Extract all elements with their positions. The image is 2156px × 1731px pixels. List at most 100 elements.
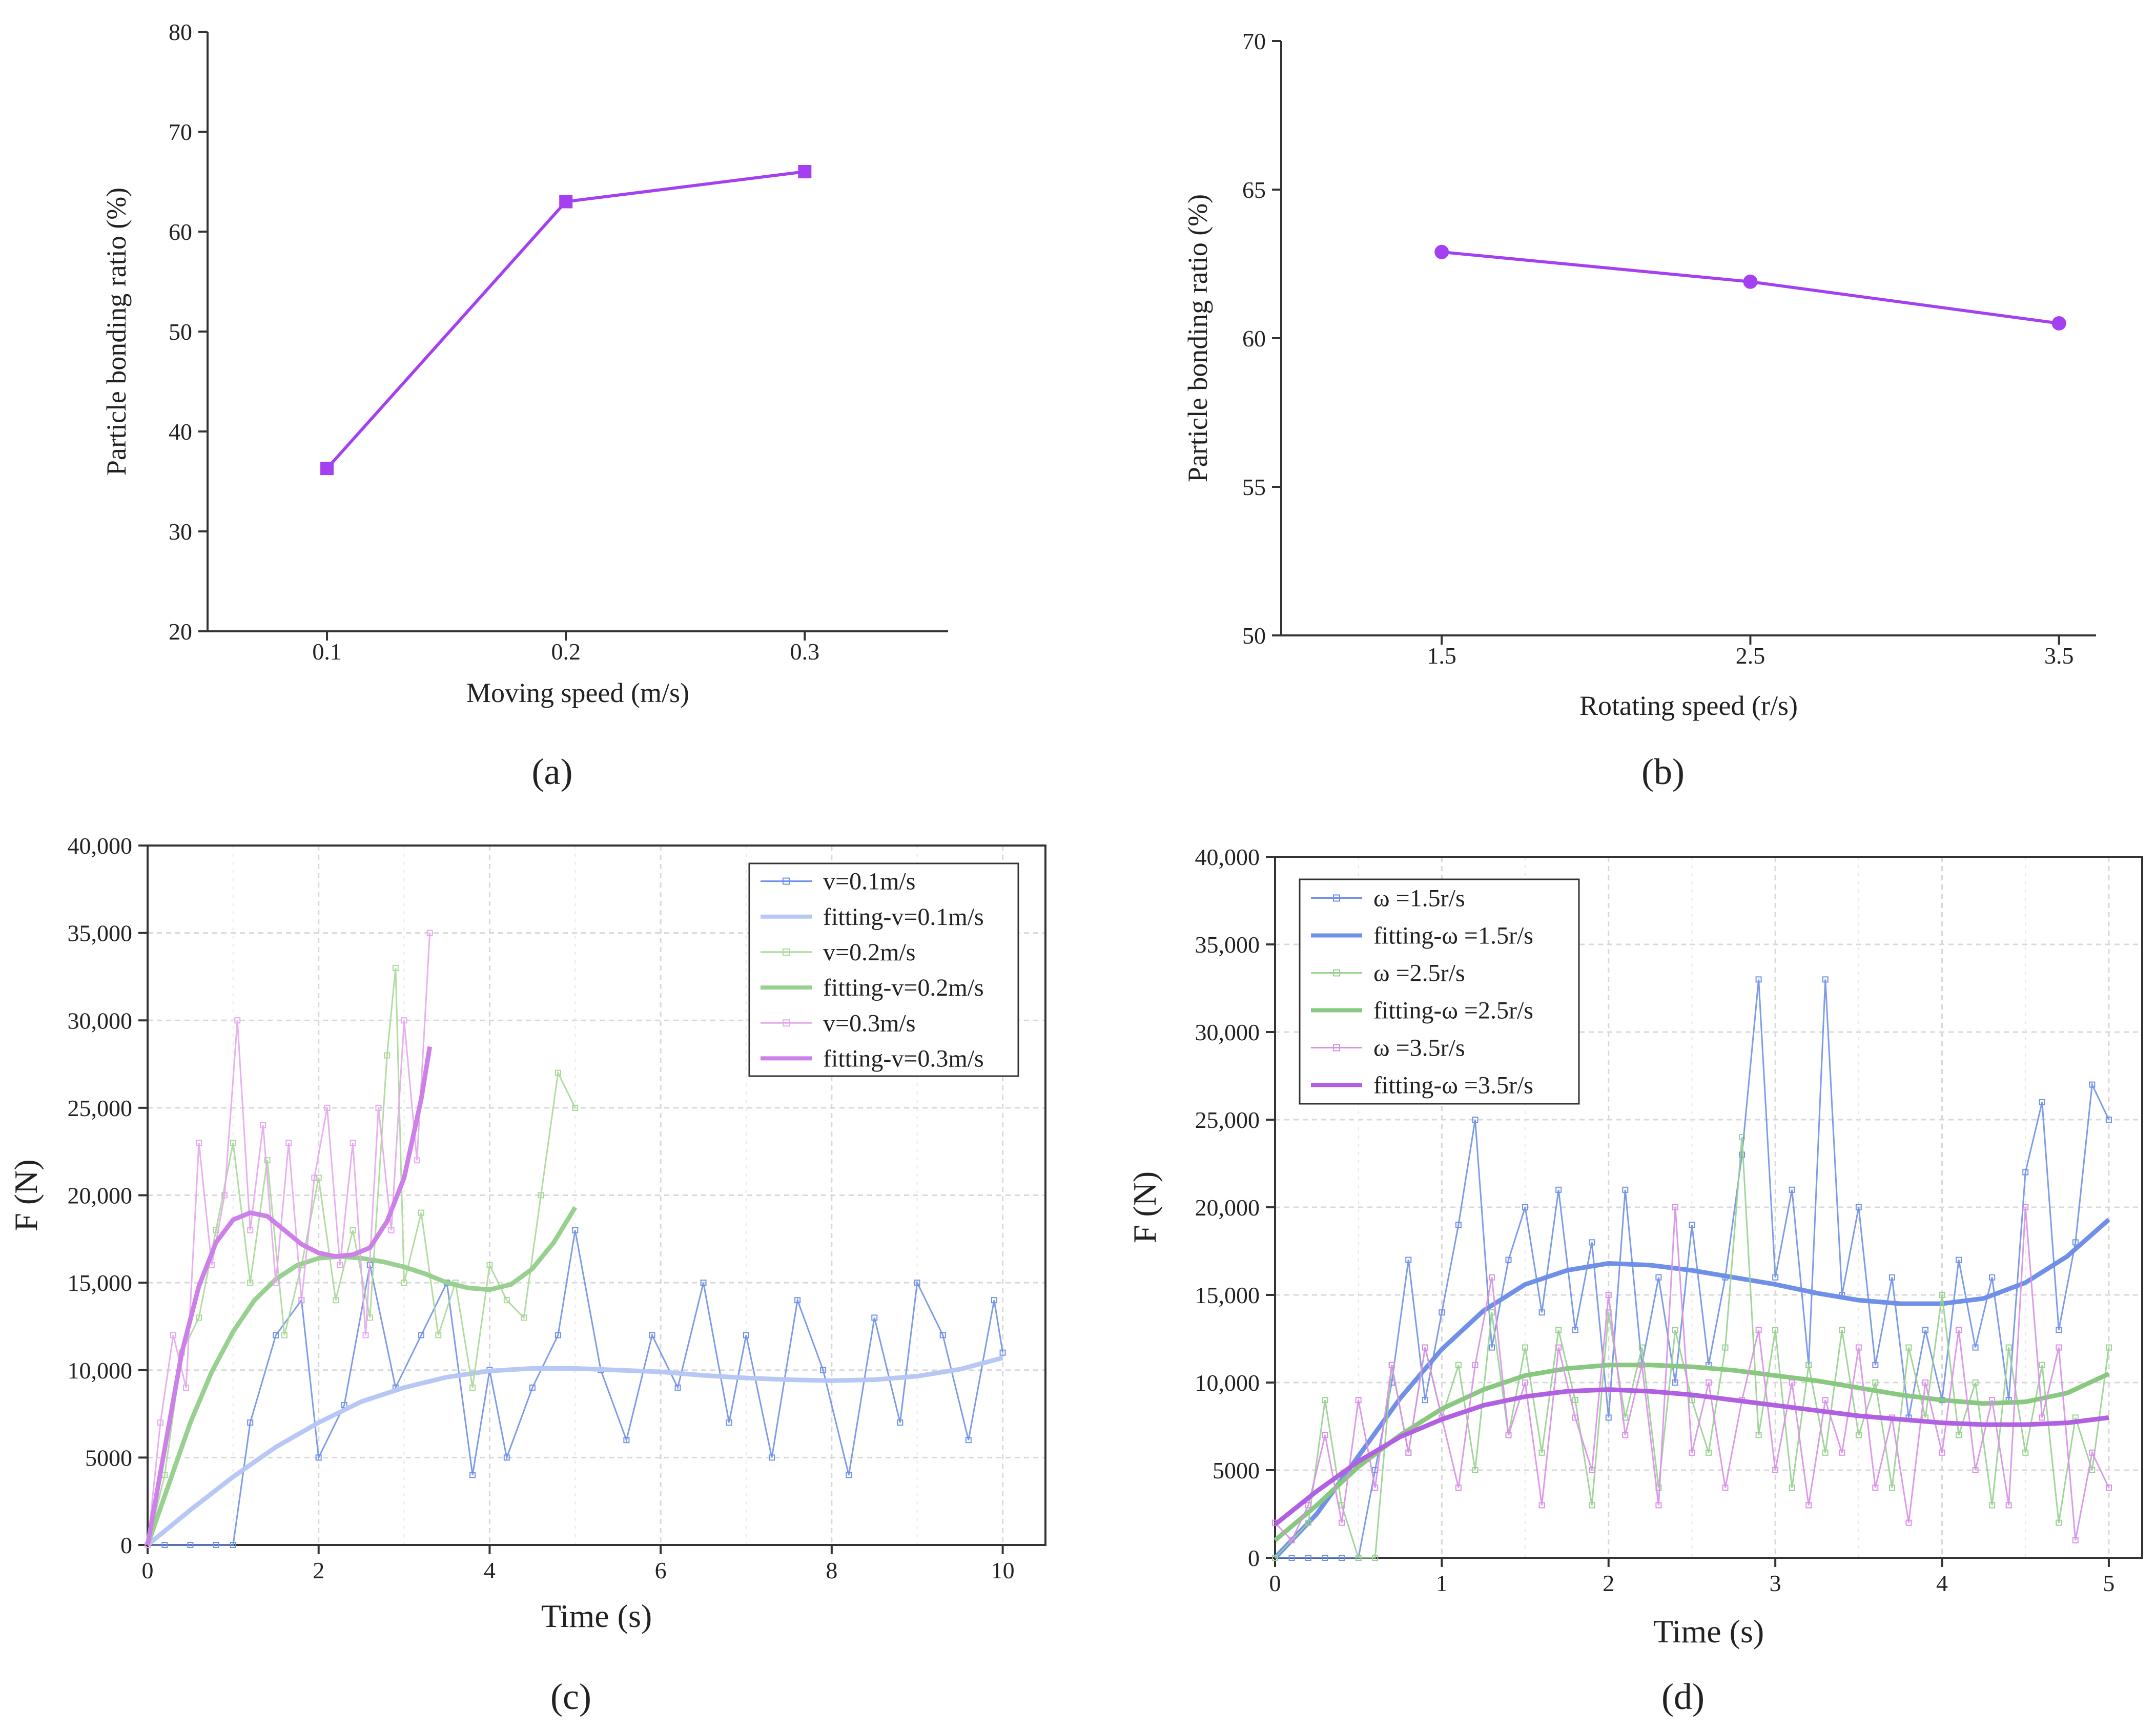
panel-label: (d) <box>1661 1676 1705 1717</box>
panel-label: (b) <box>1641 751 1685 792</box>
x-tick-label: 0 <box>142 1557 154 1583</box>
x-tick-label: 0 <box>1269 1570 1281 1596</box>
raw-data-marker <box>1872 1362 1879 1368</box>
raw-data-marker <box>469 1472 476 1478</box>
raw-data-marker <box>350 1140 356 1146</box>
fit-series-line <box>1273 1218 2110 1560</box>
raw-data-marker <box>230 1542 236 1548</box>
raw-data-marker <box>1305 1555 1312 1561</box>
raw-data-marker <box>1789 1485 1795 1491</box>
raw-data-marker <box>2005 1502 2012 1509</box>
raw-data-marker <box>392 964 399 971</box>
y-tick-label: 15,000 <box>68 1270 133 1296</box>
legend-entry: ω =1.5r/s <box>1373 885 1465 912</box>
raw-data-marker <box>1939 1449 1945 1456</box>
raw-data-marker <box>572 1227 579 1233</box>
series-group <box>1434 244 2066 331</box>
raw-data-marker <box>1855 1204 1862 1210</box>
raw-data-marker <box>529 1384 536 1391</box>
raw-data-marker <box>1288 1555 1295 1561</box>
y-axis-label: F (N) <box>8 1159 44 1231</box>
raw-data-marker <box>1888 1485 1895 1491</box>
raw-data-marker <box>1739 1151 1746 1158</box>
series-group <box>1272 976 2112 1561</box>
raw-data-marker <box>1305 1519 1312 1526</box>
y-tick-label: 30 <box>169 519 192 545</box>
raw-data-marker <box>1489 1344 1495 1351</box>
y-tick-label: 55 <box>1242 474 1266 500</box>
raw-data-marker <box>1455 1362 1462 1368</box>
raw-data-marker <box>1939 1292 1945 1298</box>
raw-data-marker <box>1555 1327 1562 1333</box>
x-axis-label: Moving speed (m/s) <box>466 677 689 708</box>
raw-data-marker <box>1638 1362 1645 1368</box>
y-tick-label: 30,000 <box>68 1007 133 1034</box>
raw-data-marker <box>1839 1449 1845 1456</box>
fit-series-line <box>1274 1363 2110 1542</box>
raw-data-marker <box>1905 1344 1912 1351</box>
raw-data-marker <box>1272 1555 1278 1561</box>
raw-data-marker <box>1655 1502 1662 1509</box>
y-tick-label: 35,000 <box>68 920 133 946</box>
y-tick-label: 50 <box>169 319 192 345</box>
raw-data-marker <box>1572 1414 1578 1421</box>
y-tick-label: 15,000 <box>1195 1282 1260 1308</box>
raw-data-marker <box>247 1227 254 1233</box>
raw-data-marker <box>1706 1449 1712 1456</box>
raw-data-marker <box>1339 1519 1345 1526</box>
y-tick-label: 30,000 <box>1195 1019 1260 1045</box>
y-tick-label: 5000 <box>1213 1457 1260 1483</box>
raw-data-marker <box>273 1332 279 1338</box>
fit-series-line <box>145 1206 578 1546</box>
raw-data-marker <box>1888 1274 1895 1281</box>
raw-data-marker <box>1605 1414 1612 1421</box>
legend: ω =1.5r/s fitting-ω =1.5r/s ω =2.5r/s fitti… <box>1299 878 1580 1105</box>
raw-series-line <box>147 933 431 1545</box>
raw-data-marker <box>285 1140 292 1146</box>
raw-data-marker <box>260 1122 266 1128</box>
raw-data-marker <box>401 1280 407 1286</box>
raw-data-marker <box>2039 1414 2045 1421</box>
raw-data-marker <box>1772 1274 1779 1281</box>
raw-data-marker <box>1989 1502 1996 1509</box>
panel-label: (c) <box>550 1676 591 1717</box>
legend-entry: v=0.1m/s <box>823 868 915 895</box>
raw-data-marker <box>298 1297 305 1304</box>
raw-data-marker <box>1472 1362 1479 1368</box>
raw-data-marker <box>435 1332 442 1338</box>
raw-series-line <box>1275 979 2110 1559</box>
raw-data-marker <box>1522 1204 1529 1210</box>
axes: 0 5000 10,000 15,000 20,000 25,000 30,000 35,00… <box>68 833 1046 1583</box>
raw-data-marker <box>726 1419 732 1426</box>
axes: 0 5000 10,000 15,000 20,000 25,000 30,000 35,00… <box>1195 844 2143 1596</box>
raw-data-marker <box>991 1297 997 1304</box>
raw-data-marker <box>1722 1485 1729 1491</box>
raw-data-marker <box>1555 1186 1562 1193</box>
raw-data-marker <box>503 1454 510 1461</box>
raw-data-marker <box>1505 1256 1512 1263</box>
raw-data-marker <box>2022 1204 2029 1210</box>
raw-data-marker <box>362 1332 369 1338</box>
y-axis-label: F (N) <box>1126 1171 1163 1243</box>
chart-c: 0 5000 10,000 15,000 20,000 25,000 30,000 35,00… <box>8 833 1046 1717</box>
raw-data-marker <box>1305 1502 1312 1509</box>
raw-data-marker <box>170 1332 177 1338</box>
raw-data-marker <box>2056 1519 2062 1526</box>
y-tick-label: 20,000 <box>68 1183 133 1209</box>
x-tick-label: 10 <box>991 1557 1015 1583</box>
raw-data-marker <box>1706 1379 1712 1386</box>
raw-data-marker <box>1589 1239 1595 1246</box>
raw-data-marker <box>247 1280 254 1286</box>
data-point-marker <box>1434 244 1449 259</box>
x-tick-label: 4 <box>1936 1570 1948 1596</box>
raw-data-marker <box>2105 1117 2112 1123</box>
legend-marker <box>1333 1044 1340 1052</box>
raw-data-marker <box>1355 1397 1362 1404</box>
raw-data-marker <box>623 1437 630 1444</box>
raw-data-marker <box>281 1332 288 1338</box>
raw-data-marker <box>221 1192 228 1199</box>
raw-data-marker <box>350 1227 356 1233</box>
x-tick-label: 1.5 <box>1427 643 1456 669</box>
raw-data-marker <box>1789 1379 1795 1386</box>
data-point-marker <box>2051 316 2066 331</box>
